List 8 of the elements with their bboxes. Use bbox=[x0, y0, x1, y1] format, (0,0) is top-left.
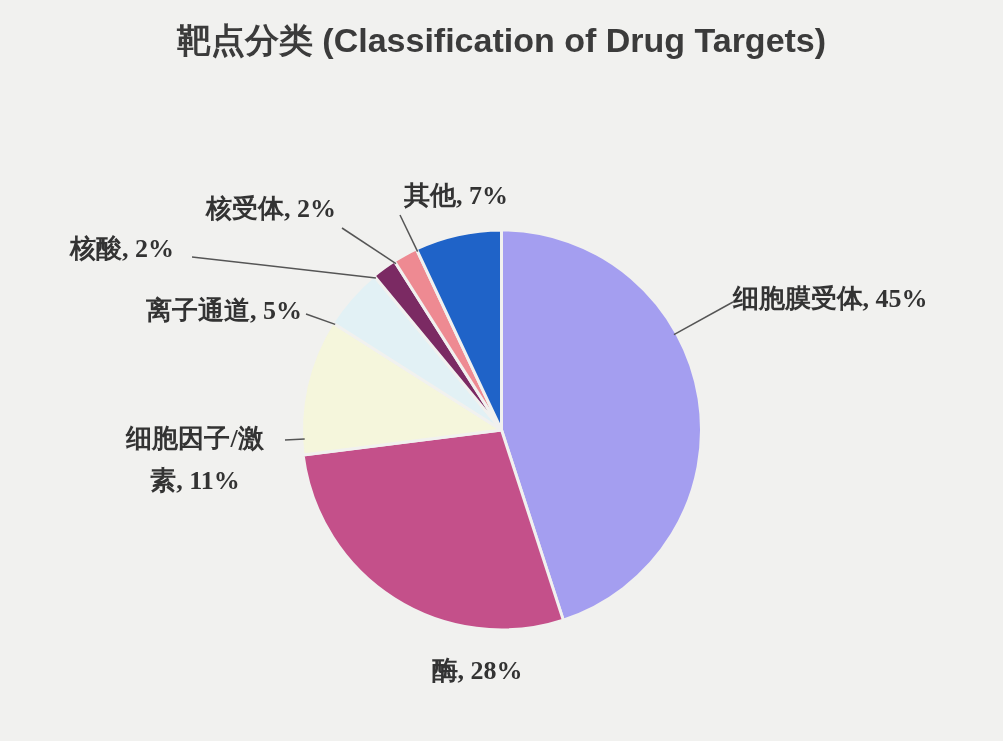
slice-label: 酶, 28% bbox=[431, 655, 523, 685]
slice-label: 细胞因子/激素, 11% bbox=[125, 423, 265, 495]
slice-label: 其他, 7% bbox=[403, 180, 508, 210]
slice-label: 离子通道, 5% bbox=[145, 295, 302, 325]
slice-label: 细胞膜受体, 45% bbox=[731, 283, 928, 313]
chart-title: 靶点分类 (Classification of Drug Targets) bbox=[175, 20, 827, 59]
slice-label: 核受体, 2% bbox=[205, 193, 336, 223]
slice-label: 核酸, 2% bbox=[69, 233, 174, 263]
